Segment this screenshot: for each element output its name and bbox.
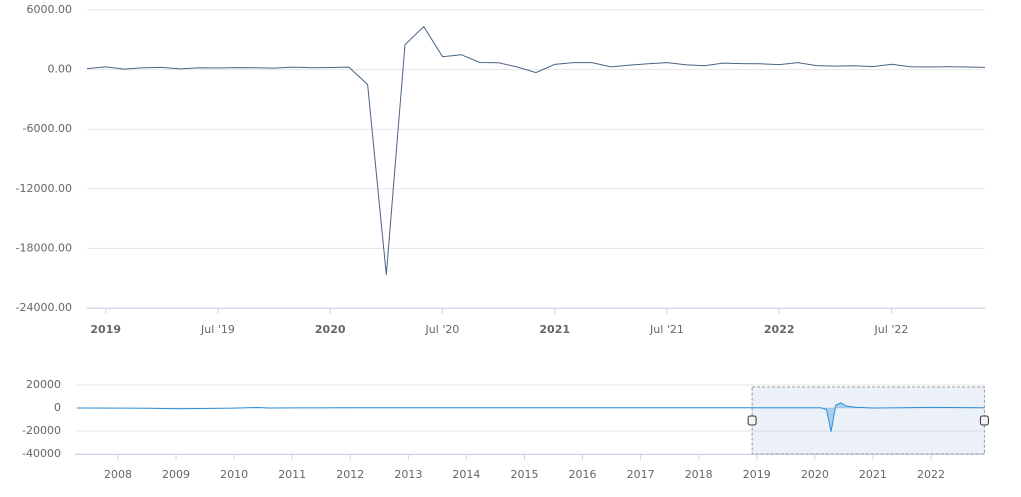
y-tick-label: 0.00 (48, 63, 73, 76)
navigator-selection (751, 386, 985, 455)
x-tick-label: 2009 (162, 468, 190, 481)
x-tick-label: Jul '22 (874, 323, 909, 336)
x-tick-label: 2019 (743, 468, 771, 481)
y-tick-label: -40000 (22, 447, 61, 460)
x-tick-label: 2020 (315, 323, 346, 336)
x-tick-label: 2021 (539, 323, 570, 336)
x-tick-label: 2016 (569, 468, 597, 481)
x-tick-label: 2015 (510, 468, 538, 481)
y-tick-label: -24000.00 (16, 301, 72, 314)
x-tick-label: 2010 (220, 468, 248, 481)
x-tick-label: 2020 (801, 468, 829, 481)
data-line (86, 25, 986, 275)
x-tick-label: 2012 (336, 468, 364, 481)
x-tick-label: 2022 (764, 323, 795, 336)
x-tick-label: 2022 (917, 468, 945, 481)
x-tick-label: Jul '20 (425, 323, 460, 336)
y-tick-label: 6000.00 (27, 3, 73, 16)
navigator-handle[interactable] (979, 415, 989, 426)
x-tick-label: 2011 (278, 468, 306, 481)
y-tick-label: -6000.00 (23, 122, 72, 135)
x-tick-label: 2017 (627, 468, 655, 481)
y-tick-label: -20000 (22, 424, 61, 437)
y-tick-label: -12000.00 (16, 182, 72, 195)
x-tick-label: 2018 (685, 468, 713, 481)
y-tick-label: 0 (54, 401, 61, 414)
x-tick-label: 2014 (452, 468, 480, 481)
x-tick-label: 2021 (859, 468, 887, 481)
y-tick-label: -18000.00 (16, 241, 72, 254)
x-tick-label: 2019 (90, 323, 121, 336)
x-tick-label: 2008 (104, 468, 132, 481)
x-tick-label: 2013 (394, 468, 422, 481)
y-tick-label: 20000 (26, 378, 61, 391)
x-tick-label: Jul '21 (649, 323, 684, 336)
navigator-handle[interactable] (747, 415, 757, 426)
data-line (77, 402, 985, 432)
x-tick-label: Jul '19 (200, 323, 235, 336)
